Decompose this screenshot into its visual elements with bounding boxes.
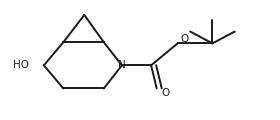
Text: O: O — [161, 88, 169, 98]
Text: HO: HO — [13, 60, 29, 70]
Text: O: O — [180, 34, 188, 44]
Text: N: N — [118, 60, 126, 70]
